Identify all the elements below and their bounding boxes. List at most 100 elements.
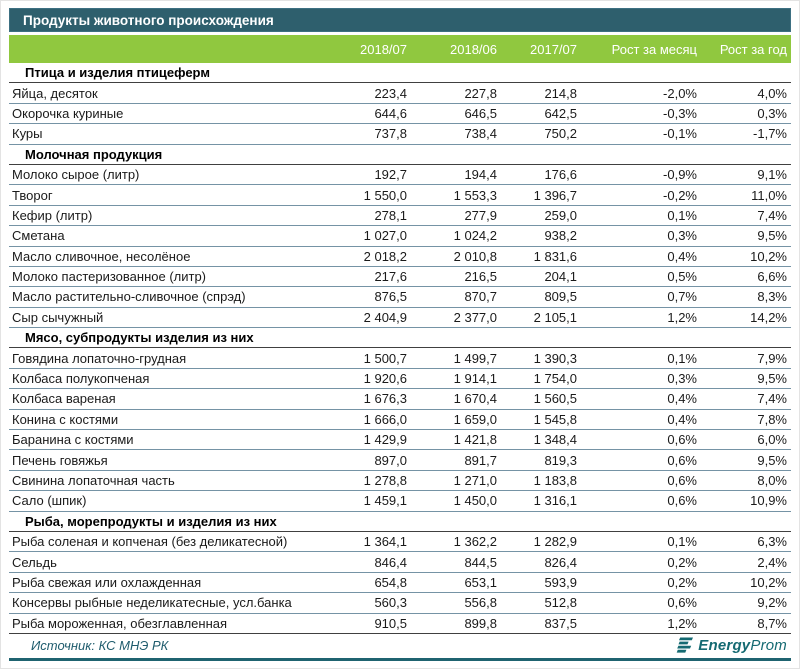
- growth-cell: 0,4%: [667, 391, 697, 407]
- price-cell: 1 831,6: [533, 248, 577, 264]
- growth-cell: 0,2%: [667, 554, 697, 570]
- growth-cell: 0,4%: [667, 411, 697, 427]
- growth-cell: 6,6%: [757, 269, 787, 285]
- table-row: Колбаса вареная 1 676,3 1 670,4 1 560,5 0,4%…: [9, 389, 791, 410]
- column-header-2017-07: 2017/07: [530, 41, 577, 57]
- price-cell: 1 754,0: [533, 371, 577, 387]
- price-cell: 1 183,8: [533, 473, 577, 488]
- table-row: Сельдь 846,4 844,5 826,4 0,2% 2,4%: [9, 552, 791, 573]
- growth-cell: 8,3%: [757, 289, 787, 305]
- price-cell: 876,5: [374, 289, 407, 305]
- price-cell: 217,6: [374, 269, 407, 285]
- energyprom-logo: EnergyProm: [676, 636, 791, 654]
- price-cell: 1 459,1: [363, 493, 407, 509]
- product-name-cell: Баранина с костями: [12, 432, 134, 448]
- growth-cell: 2,4%: [757, 554, 787, 570]
- product-name-cell: Творог: [12, 187, 53, 203]
- growth-cell: 0,6%: [667, 452, 697, 468]
- price-cell: 194,4: [464, 167, 497, 183]
- bottom-divider: [9, 657, 791, 661]
- growth-cell: 11,0%: [751, 187, 787, 203]
- product-name-cell: Масло растительно-сливочное (спрэд): [12, 289, 246, 305]
- table-body: Птица и изделия птицеферм Яйца, десяток 22…: [9, 63, 791, 634]
- growth-cell: 0,6%: [667, 432, 697, 448]
- price-cell: 278,1: [374, 207, 407, 223]
- growth-cell: 10,9%: [750, 493, 787, 509]
- price-cell: 1 545,8: [533, 411, 577, 427]
- column-header-2018-06: 2018/06: [450, 41, 497, 57]
- price-cell: 1 390,3: [533, 350, 577, 366]
- price-cell: 846,4: [374, 554, 407, 570]
- section-title: Птица и изделия птицеферм: [25, 65, 210, 81]
- product-name-cell: Сало (шпик): [12, 493, 87, 509]
- product-name-cell: Молоко пастеризованное (литр): [12, 269, 207, 285]
- price-cell: 223,4: [374, 85, 407, 101]
- price-cell: 1 920,6: [363, 371, 407, 387]
- logo-prom-text: Prom: [750, 636, 787, 654]
- table-row: Кефир (литр) 278,1 277,9 259,0 0,1% 7,4%: [9, 206, 791, 227]
- price-cell: 556,8: [464, 595, 497, 611]
- table-row: Конина с костями 1 666,0 1 659,0 1 545,8 0,4…: [9, 410, 791, 431]
- price-cell: 2 377,0: [453, 309, 497, 325]
- product-name-cell: Консервы рыбные неделикатесные, усл.банк…: [12, 595, 292, 611]
- growth-cell: 0,1%: [667, 350, 697, 366]
- price-cell: 1 396,7: [533, 187, 577, 203]
- price-cell: 870,7: [464, 289, 497, 305]
- product-name-cell: Окорочка куриные: [12, 105, 124, 121]
- table-row: Рыба соленая и копченая (без деликатесно…: [9, 532, 791, 553]
- growth-cell: -0,2%: [663, 187, 697, 203]
- growth-cell: 0,3%: [667, 228, 697, 244]
- growth-cell: 0,6%: [667, 473, 697, 488]
- growth-cell: -2,0%: [663, 85, 697, 101]
- table-row: Рыба свежая или охлажденная 654,8 653,1 593…: [9, 573, 791, 594]
- price-cell: 277,9: [464, 207, 497, 223]
- price-cell: 1 666,0: [363, 411, 407, 427]
- table-row: Масло растительно-сливочное (спрэд) 876,5…: [9, 287, 791, 308]
- product-name-cell: Говядина лопаточно-грудная: [12, 350, 187, 366]
- product-name-cell: Кефир (литр): [12, 207, 93, 223]
- growth-cell: -1,7%: [753, 126, 787, 142]
- column-header-2018-07: 2018/07: [360, 41, 407, 57]
- price-cell: 1 364,1: [363, 534, 407, 550]
- price-cell: 1 282,9: [533, 534, 577, 550]
- energyprom-wordmark: EnergyProm: [698, 637, 787, 654]
- section-title: Мясо, субпродукты изделия из них: [25, 330, 254, 346]
- table-row: Молоко пастеризованное (литр) 217,6 216,5 2…: [9, 267, 791, 288]
- price-cell: 593,9: [544, 574, 577, 590]
- growth-cell: 0,6%: [667, 493, 697, 509]
- product-name-cell: Масло сливочное, несолёное: [12, 248, 191, 264]
- product-name-cell: Свинина лопаточная часть: [12, 473, 175, 488]
- price-cell: 560,3: [374, 595, 407, 611]
- price-cell: 204,1: [544, 269, 577, 285]
- product-name-cell: Рыба мороженная, обезглавленная: [12, 615, 228, 631]
- price-cell: 1 450,0: [453, 493, 497, 509]
- growth-cell: 6,3%: [757, 534, 787, 550]
- growth-cell: 7,9%: [757, 350, 787, 366]
- table-row: Баранина с костями 1 429,9 1 421,8 1 348,4 0…: [9, 430, 791, 451]
- price-cell: 644,6: [374, 105, 407, 121]
- price-cell: 899,8: [464, 615, 497, 631]
- growth-cell: -0,9%: [663, 167, 697, 183]
- column-header-row: 2018/07 2018/06 2017/07 Рост за месяц Ро…: [9, 35, 791, 63]
- product-name-cell: Рыба соленая и копченая (без деликатесно…: [12, 534, 288, 550]
- price-cell: 1 499,7: [453, 350, 497, 366]
- growth-cell: 0,1%: [667, 534, 697, 550]
- price-cell: 826,4: [544, 554, 577, 570]
- section-title: Молочная продукция: [25, 146, 163, 162]
- column-header-growth-year: Рост за год: [719, 41, 787, 57]
- growth-cell: -0,1%: [663, 126, 697, 142]
- growth-cell: 9,5%: [757, 371, 787, 387]
- price-cell: 1 362,2: [453, 534, 497, 550]
- table-row: Яйца, десяток 223,4 227,8 214,8 -2,0% 4,0%: [9, 83, 791, 104]
- table-row: Окорочка куриные 644,6 646,5 642,5 -0,3% 0,3%: [9, 104, 791, 125]
- growth-cell: 7,4%: [757, 207, 787, 223]
- price-cell: 737,8: [374, 126, 407, 142]
- growth-cell: 8,0%: [757, 473, 787, 488]
- product-name-cell: Рыба свежая или охлажденная: [12, 574, 202, 590]
- price-cell: 1 914,1: [453, 371, 497, 387]
- table-row: Сметана 1 027,0 1 024,2 938,2 0,3% 9,5%: [9, 226, 791, 247]
- growth-cell: 8,7%: [757, 615, 787, 631]
- product-name-cell: Сметана: [12, 228, 65, 244]
- table-row: Консервы рыбные неделикатесные, усл.банк…: [9, 593, 791, 614]
- growth-cell: 0,5%: [667, 269, 697, 285]
